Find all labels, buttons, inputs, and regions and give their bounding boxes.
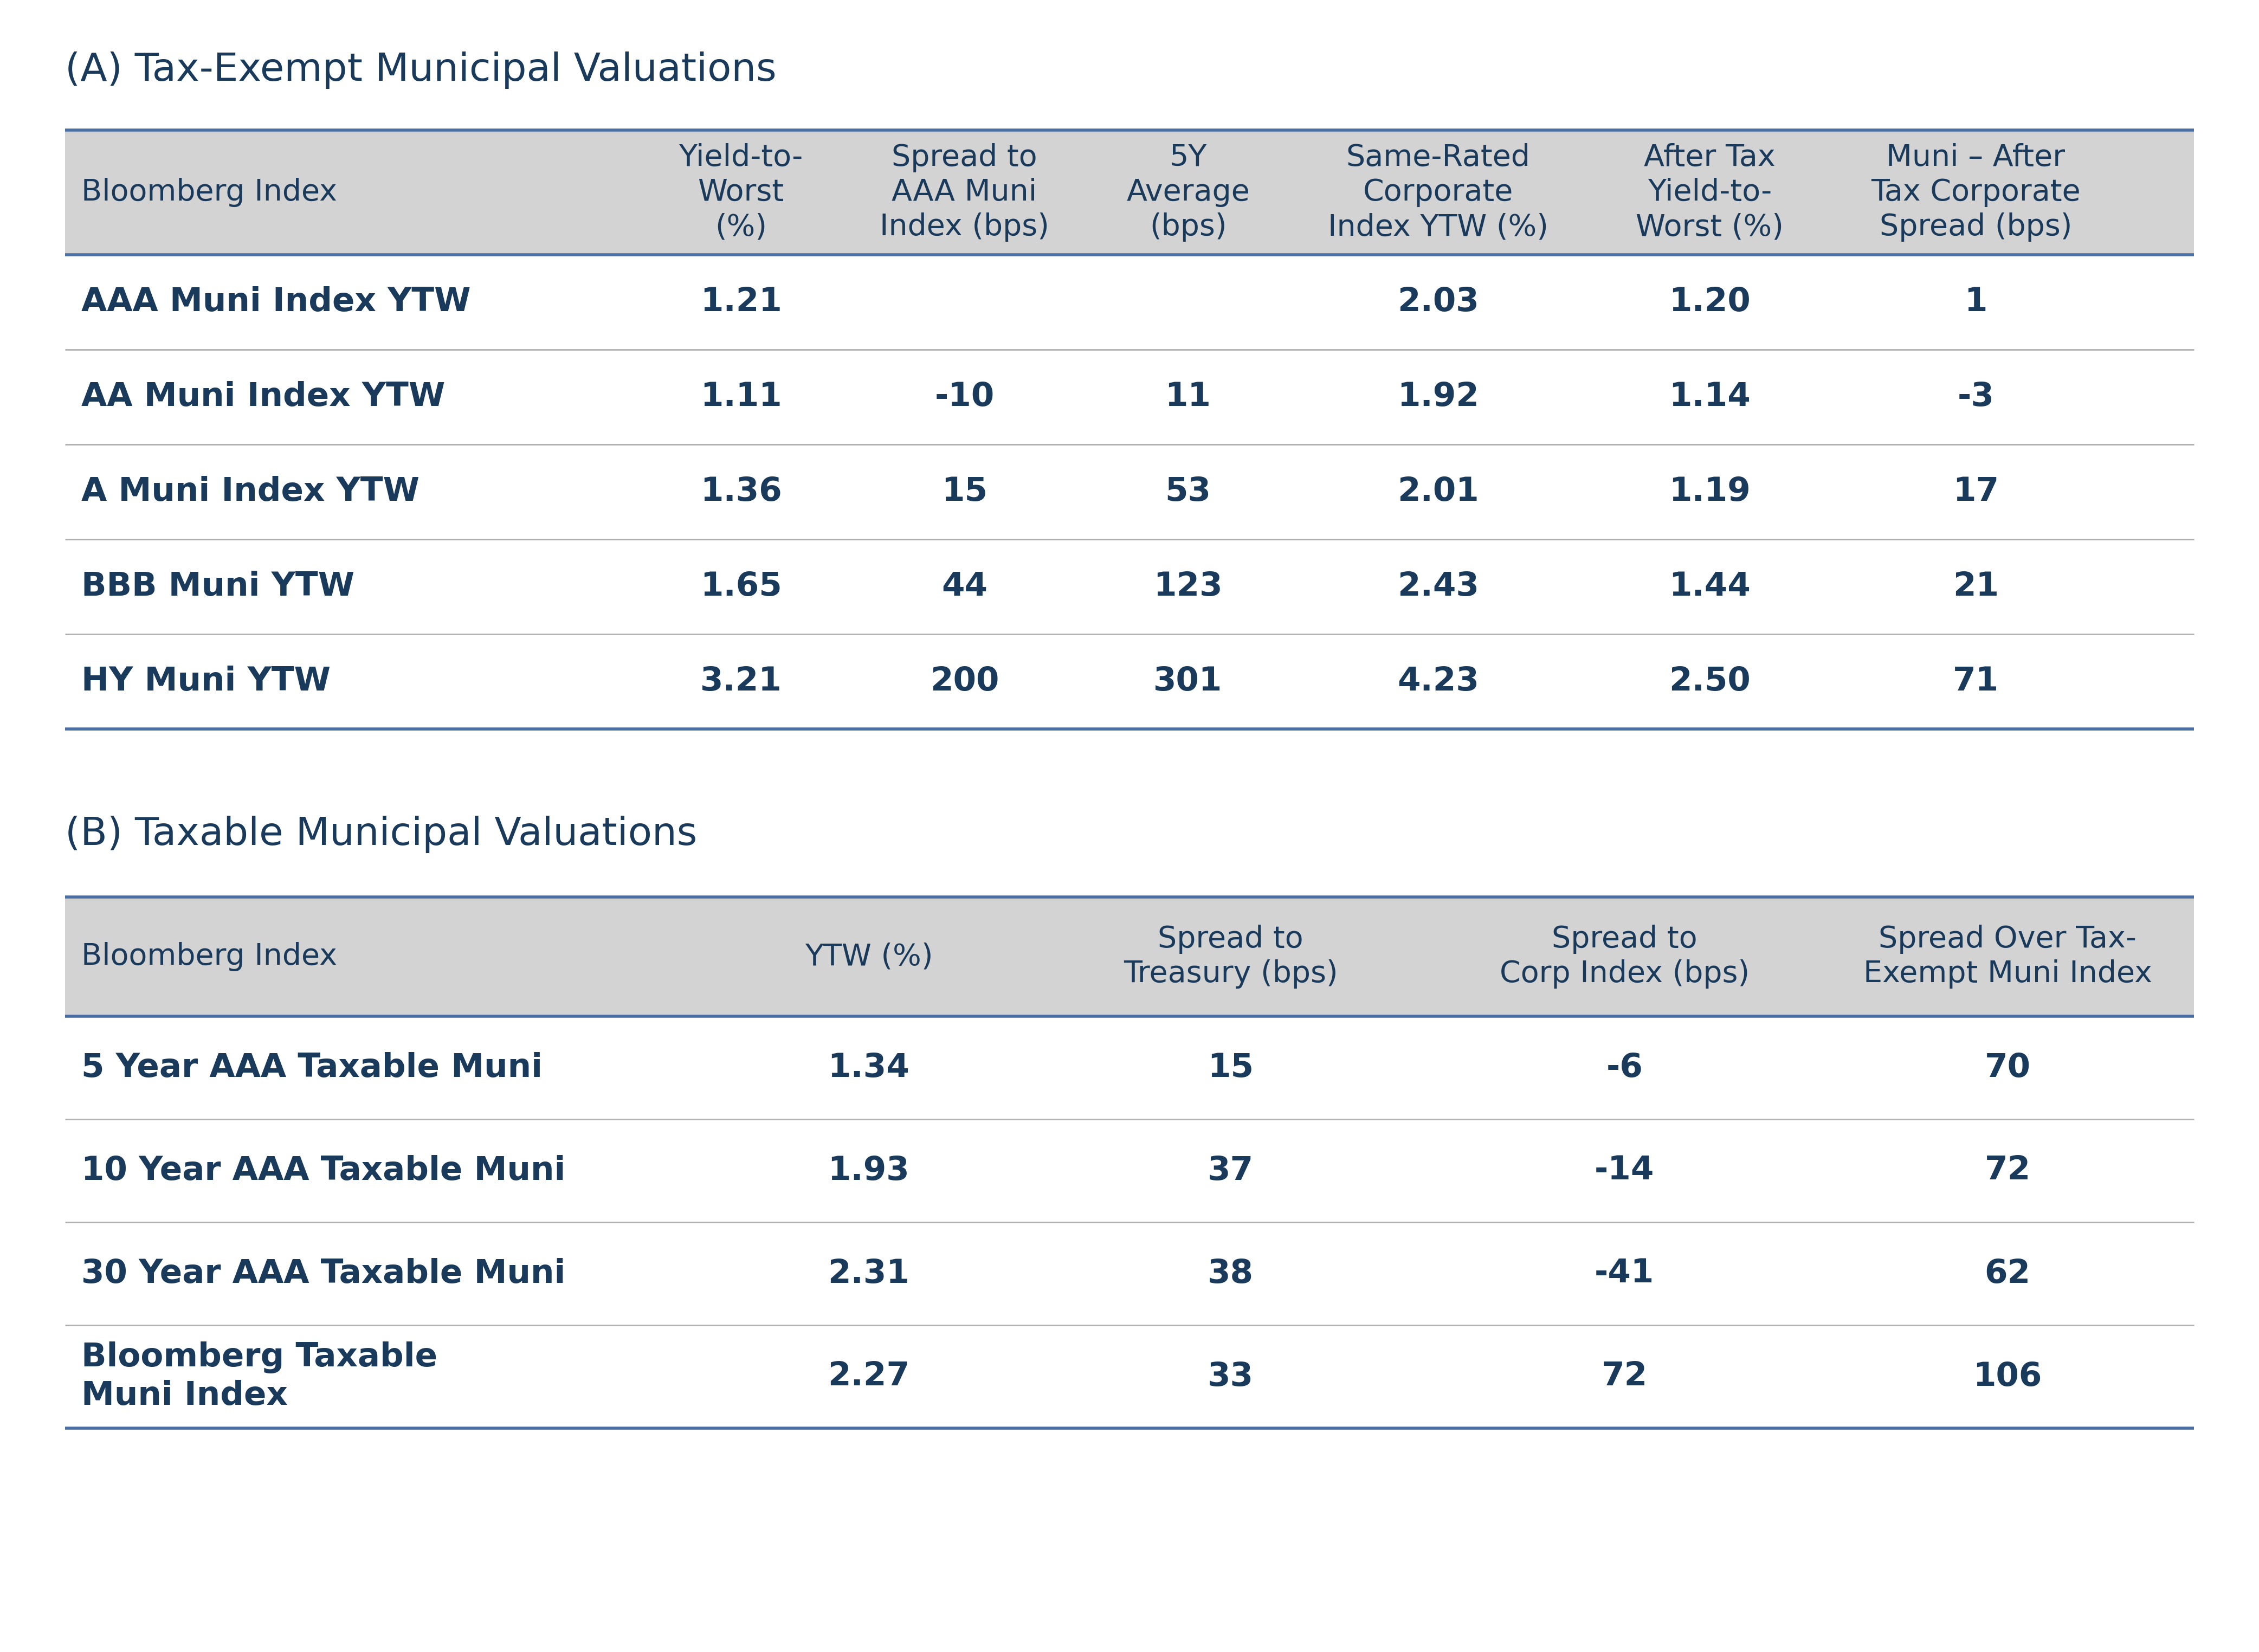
Text: 2.50: 2.50 [1669, 666, 1751, 697]
Text: -14: -14 [1595, 1155, 1654, 1186]
Text: 1.21: 1.21 [700, 286, 782, 319]
Text: 30 Year AAA Taxable Muni: 30 Year AAA Taxable Muni [81, 1257, 565, 1290]
Text: 1: 1 [1965, 286, 1988, 319]
Text: 72: 72 [1986, 1155, 2031, 1186]
Text: 1.14: 1.14 [1669, 382, 1751, 413]
Text: A Muni Index YTW: A Muni Index YTW [81, 476, 420, 507]
Text: YTW (%): YTW (%) [804, 942, 933, 971]
Text: 1.44: 1.44 [1669, 570, 1751, 603]
Text: 72: 72 [1602, 1361, 1647, 1393]
Text: 2.43: 2.43 [1398, 570, 1480, 603]
Text: AA Muni Index YTW: AA Muni Index YTW [81, 382, 445, 413]
Text: 2.01: 2.01 [1398, 476, 1480, 507]
Bar [66, 131, 2193, 254]
Text: 2.03: 2.03 [1398, 286, 1480, 319]
Text: 62: 62 [1986, 1257, 2031, 1290]
Text: 1.93: 1.93 [827, 1155, 910, 1186]
Text: 15: 15 [1209, 1052, 1254, 1084]
Text: Spread to
Treasury (bps): Spread to Treasury (bps) [1123, 925, 1337, 990]
Text: 301: 301 [1154, 666, 1222, 697]
Text: 21: 21 [1952, 570, 1999, 603]
Text: (A) Tax-Exempt Municipal Valuations: (A) Tax-Exempt Municipal Valuations [66, 51, 777, 89]
Text: -3: -3 [1956, 382, 1995, 413]
Text: 17: 17 [1952, 476, 1999, 507]
Text: 53: 53 [1166, 476, 1211, 507]
Text: -6: -6 [1606, 1052, 1642, 1084]
Text: 106: 106 [1972, 1361, 2042, 1393]
Text: After Tax
Yield-to-
Worst (%): After Tax Yield-to- Worst (%) [1636, 142, 1785, 241]
Text: 5 Year AAA Taxable Muni: 5 Year AAA Taxable Muni [81, 1052, 542, 1084]
Text: 5Y
Average
(bps): 5Y Average (bps) [1127, 142, 1249, 241]
Text: 1.19: 1.19 [1669, 476, 1751, 507]
Text: 38: 38 [1209, 1257, 1254, 1290]
Text: Yield-to-
Worst
(%): Yield-to- Worst (%) [680, 142, 804, 241]
Text: 123: 123 [1154, 570, 1222, 603]
Text: 1.34: 1.34 [827, 1052, 910, 1084]
Text: 200: 200 [931, 666, 998, 697]
Text: 70: 70 [1986, 1052, 2031, 1084]
Text: (B) Taxable Municipal Valuations: (B) Taxable Municipal Valuations [66, 816, 698, 852]
Text: 11: 11 [1166, 382, 1211, 413]
Text: 1.65: 1.65 [700, 570, 782, 603]
Text: 37: 37 [1209, 1155, 1254, 1186]
Text: Spread Over Tax-
Exempt Muni Index: Spread Over Tax- Exempt Muni Index [1864, 925, 2153, 990]
Text: Bloomberg Index: Bloomberg Index [81, 942, 337, 971]
Text: 44: 44 [942, 570, 987, 603]
Text: 71: 71 [1952, 666, 1999, 697]
Text: 1.11: 1.11 [700, 382, 782, 413]
Text: 1.92: 1.92 [1398, 382, 1480, 413]
Text: Muni – After
Tax Corporate
Spread (bps): Muni – After Tax Corporate Spread (bps) [1870, 142, 2081, 241]
Text: 33: 33 [1209, 1361, 1254, 1393]
Text: 1.20: 1.20 [1669, 286, 1751, 319]
Text: Bloomberg Index: Bloomberg Index [81, 178, 337, 206]
Bar [66, 897, 2193, 1016]
Text: 15: 15 [942, 476, 987, 507]
Text: -10: -10 [935, 382, 994, 413]
Text: Same-Rated
Corporate
Index YTW (%): Same-Rated Corporate Index YTW (%) [1328, 142, 1547, 241]
Text: AAA Muni Index YTW: AAA Muni Index YTW [81, 286, 470, 319]
Text: 2.27: 2.27 [827, 1361, 910, 1393]
Text: Spread to
Corp Index (bps): Spread to Corp Index (bps) [1500, 925, 1748, 990]
Text: 10 Year AAA Taxable Muni: 10 Year AAA Taxable Muni [81, 1155, 565, 1186]
Text: HY Muni YTW: HY Muni YTW [81, 666, 330, 697]
Text: 1.36: 1.36 [700, 476, 782, 507]
Text: 4.23: 4.23 [1398, 666, 1480, 697]
Text: BBB Muni YTW: BBB Muni YTW [81, 570, 355, 603]
Text: 3.21: 3.21 [700, 666, 782, 697]
Text: 2.31: 2.31 [827, 1257, 910, 1290]
Text: Bloomberg Taxable
Muni Index: Bloomberg Taxable Muni Index [81, 1341, 438, 1412]
Text: -41: -41 [1595, 1257, 1654, 1290]
Text: Spread to
AAA Muni
Index (bps): Spread to AAA Muni Index (bps) [879, 142, 1048, 241]
